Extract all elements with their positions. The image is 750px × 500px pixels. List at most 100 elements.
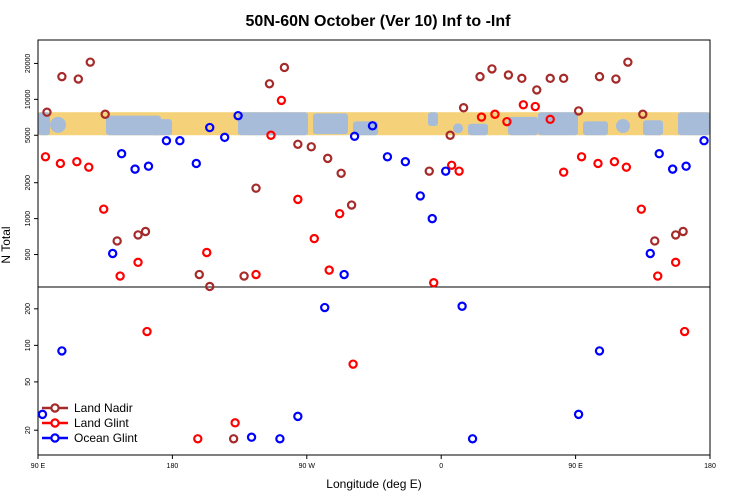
data-point [415, 191, 425, 201]
x-tick-label: 90 E [568, 463, 583, 470]
data-point [667, 164, 678, 174]
data-point [84, 162, 94, 172]
data-point [246, 432, 257, 442]
data-point [517, 73, 527, 84]
data-point [193, 434, 203, 444]
map-ocean-area [277, 121, 289, 134]
y-tick-label: 5000 [25, 127, 32, 143]
data-point [233, 110, 243, 121]
data-point [293, 194, 303, 205]
data-point [349, 131, 360, 141]
data-point [205, 281, 215, 292]
data-point [424, 166, 434, 176]
data-point [40, 152, 51, 162]
data-point [490, 109, 500, 119]
data-point [400, 157, 411, 167]
data-point [57, 71, 67, 82]
series-ocean-glint [37, 110, 709, 444]
map-ocean-area [538, 112, 578, 136]
data-point [670, 230, 681, 240]
data-point [593, 158, 603, 169]
data-points [37, 57, 709, 444]
data-point [276, 95, 287, 106]
data-point [636, 204, 647, 214]
data-point [518, 100, 529, 110]
data-point [573, 106, 584, 116]
map-ocean-area [428, 112, 438, 127]
data-point [116, 149, 127, 159]
data-point [73, 74, 84, 84]
data-point [609, 157, 620, 167]
data-point [558, 73, 569, 84]
data-point [367, 121, 378, 131]
map-ocean-area [583, 121, 608, 136]
y-axis-label: N Total [0, 226, 13, 263]
data-point [679, 326, 690, 337]
data-point [653, 271, 663, 281]
legend-marker [50, 418, 60, 428]
series-land-glint [40, 95, 690, 444]
y-tick-label: 500 [25, 249, 32, 261]
data-point [573, 409, 584, 420]
data-point [85, 57, 95, 67]
data-point [475, 71, 485, 82]
data-point [334, 208, 345, 219]
data-point [545, 73, 555, 84]
y-tick-label: 10000 [25, 90, 32, 110]
data-point [457, 301, 467, 311]
data-point [57, 346, 67, 356]
data-point [130, 164, 140, 174]
data-point [699, 136, 709, 146]
data-point [140, 226, 151, 237]
x-tick-label: 0 [439, 463, 443, 470]
data-point [638, 109, 648, 119]
data-point [445, 130, 455, 140]
data-point [611, 74, 621, 84]
data-point [324, 265, 334, 275]
data-point [194, 269, 204, 280]
x-tick-label: 180 [167, 463, 179, 470]
data-point [576, 152, 587, 162]
data-point [230, 418, 240, 428]
data-point [623, 57, 633, 67]
data-point [382, 152, 393, 162]
x-axis-label: Longitude (deg E) [326, 477, 421, 491]
x-tick-label: 180 [704, 463, 716, 470]
data-point [621, 162, 632, 172]
lower-panel-frame [37, 286, 711, 456]
data-point [678, 226, 688, 237]
data-point [336, 168, 346, 178]
data-point [219, 132, 230, 143]
y-tick-label: 100 [25, 339, 32, 351]
y-tick-label: 2000 [25, 175, 32, 191]
data-point [143, 161, 154, 171]
data-point [99, 204, 109, 214]
data-point [306, 142, 316, 152]
data-point [545, 114, 555, 125]
data-point [476, 112, 487, 122]
data-point [191, 158, 201, 169]
data-point [458, 103, 469, 113]
data-point [532, 85, 542, 95]
map-ocean-area [508, 116, 538, 136]
legend-label: Land Nadir [74, 401, 133, 415]
data-point [55, 158, 66, 169]
data-point [202, 247, 212, 258]
data-point [142, 326, 152, 337]
data-point [645, 248, 655, 259]
map-ocean-area [313, 113, 348, 135]
data-point [266, 130, 276, 140]
map-ocean-area [616, 119, 630, 134]
data-point [161, 136, 172, 146]
x-tick-label: 90 E [31, 463, 46, 470]
series-land-nadir [42, 57, 688, 444]
data-point [239, 271, 249, 281]
data-point [293, 411, 303, 422]
map-ocean-area [643, 120, 663, 136]
data-point [279, 62, 290, 73]
y-tick-label: 1000 [25, 211, 32, 227]
data-point [112, 236, 122, 246]
y-tick-label: 20 [25, 426, 32, 434]
data-point [264, 79, 275, 89]
data-point [42, 107, 52, 117]
